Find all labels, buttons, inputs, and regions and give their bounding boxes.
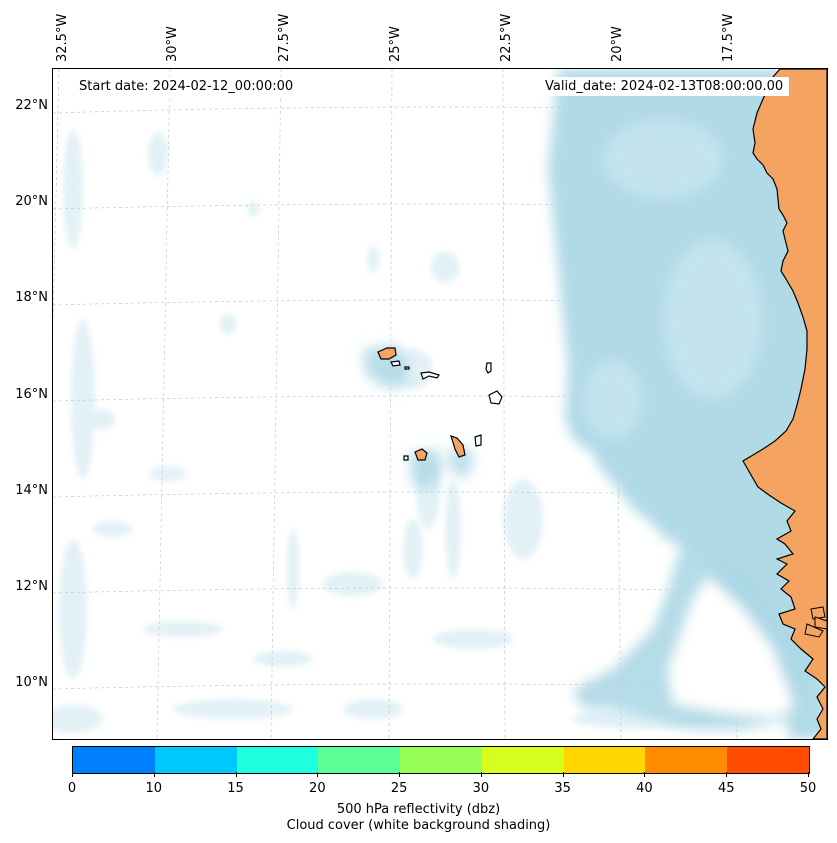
colorbar-tick-mark xyxy=(72,772,73,777)
colorbar-tick-mark xyxy=(808,772,809,777)
colorbar-tick-label: 50 xyxy=(799,781,817,796)
lon-label-25w: 25°W xyxy=(388,26,403,62)
colorbar-tick-mark xyxy=(562,772,564,777)
cape-verde-islands xyxy=(377,347,503,461)
island-sao-vicente xyxy=(390,360,401,367)
colorbar-tick-mark xyxy=(480,772,482,777)
island-sao-nicolau xyxy=(420,371,440,380)
lon-label-30w: 30°W xyxy=(165,26,180,62)
island-santa-luzia xyxy=(404,366,410,370)
colorbar-tick-mark xyxy=(726,772,728,777)
colorbar-label: 500 hPa reflectivity (dbz) xyxy=(336,802,501,817)
colorbar-segment xyxy=(563,747,646,773)
colorbar-tick-label: 25 xyxy=(390,781,408,796)
colorbar-tick-label: 0 xyxy=(67,781,77,796)
lat-label-14n: 14°N xyxy=(15,483,48,498)
lat-label-12n: 12°N xyxy=(15,579,48,594)
colorbar-tick-label: 10 xyxy=(145,781,163,796)
lat-label-20n: 20°N xyxy=(15,194,48,209)
colorbar-tick-mark xyxy=(399,772,401,777)
lon-label-17-5w: 17.5°W xyxy=(721,13,736,62)
colorbar-segment xyxy=(154,747,237,773)
island-boa-vista xyxy=(488,390,503,405)
cloud-band-light xyxy=(583,119,763,439)
map-panel[interactable]: Start date: 2024-02-12_00:00:00 Valid_da… xyxy=(52,68,828,740)
colorbar-tick-label: 45 xyxy=(717,781,735,796)
island-santo-antao xyxy=(377,347,397,360)
island-santiago xyxy=(450,435,466,458)
colorbar-segment xyxy=(400,747,482,773)
island-sal xyxy=(485,362,492,374)
colorbar-tick-mark xyxy=(644,772,646,777)
lon-label-22-5w: 22.5°W xyxy=(499,13,514,62)
colorbar-segment xyxy=(481,747,564,773)
colorbar-tick-mark xyxy=(235,772,237,777)
start-date-label: Start date: 2024-02-12_00:00:00 xyxy=(73,77,300,96)
colorbar-segment xyxy=(236,747,319,773)
colorbar-tick-mark xyxy=(153,772,155,777)
colorbar-tick-label: 30 xyxy=(472,781,490,796)
colorbar-tick-mark xyxy=(317,772,319,777)
map-canvas xyxy=(53,69,827,739)
valid-date-label: Valid_date: 2024-02-13T08:00:00.00 xyxy=(539,77,790,96)
island-brava xyxy=(403,455,409,461)
lat-label-18n: 18°N xyxy=(15,290,48,305)
colorbar-segment xyxy=(645,747,728,773)
colorbar-tick-label: 35 xyxy=(554,781,571,796)
lon-label-27-5w: 27.5°W xyxy=(277,13,292,62)
colorbar-tick-label: 15 xyxy=(227,781,244,796)
africa-coast xyxy=(742,69,827,739)
colorbar-segment xyxy=(318,747,401,773)
lat-label-16n: 16°N xyxy=(15,387,48,402)
lat-label-10n: 10°N xyxy=(15,675,48,690)
island-maio xyxy=(474,434,482,447)
island-fogo xyxy=(414,448,428,461)
cloud-band xyxy=(363,69,827,739)
reflectivity-colorbar xyxy=(72,746,810,774)
colorbar-segment xyxy=(73,747,155,773)
colorbar-sublabel: Cloud cover (white background shading) xyxy=(286,818,551,833)
lat-label-22n: 22°N xyxy=(15,98,48,113)
lon-label-20w: 20°W xyxy=(610,26,625,62)
colorbar-tick-label: 40 xyxy=(636,781,653,796)
colorbar-tick-label: 20 xyxy=(309,781,326,796)
colorbar-segment xyxy=(727,747,810,773)
lon-label-32-5w: 32.5°W xyxy=(55,13,70,62)
